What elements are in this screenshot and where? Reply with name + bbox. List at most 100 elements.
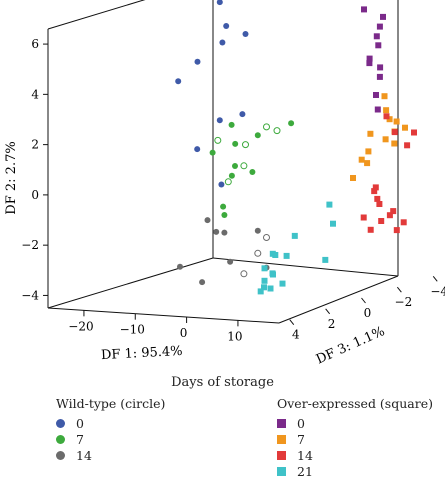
data-point-square — [358, 156, 365, 163]
y-tick-label: −2 — [21, 238, 39, 252]
legend-entry: 7 — [56, 431, 165, 447]
tick-mark — [396, 286, 402, 293]
data-point-open-circle — [242, 141, 249, 149]
data-point-square — [257, 288, 264, 295]
data-point-square — [400, 219, 407, 226]
data-point-circle — [228, 121, 235, 128]
data-point-open-circle — [263, 234, 270, 241]
data-point-square — [383, 113, 390, 120]
data-point-circle — [177, 263, 183, 270]
data-point-circle — [221, 229, 228, 236]
data-point-square — [393, 227, 400, 234]
data-point-square — [283, 252, 290, 259]
data-point-square — [261, 284, 267, 291]
data-point-square — [261, 265, 268, 272]
legend-group-title: Wild-type (circle) — [56, 396, 166, 411]
data-point-square — [411, 129, 417, 136]
data-point-circle — [219, 39, 226, 46]
x-tick-label: 10 — [227, 329, 242, 343]
data-point-square — [261, 277, 268, 284]
data-point-square — [377, 64, 384, 71]
data-point-square — [365, 148, 372, 155]
data-point-open-circle — [240, 162, 248, 170]
data-point-circle — [194, 146, 201, 153]
z-tick-label: −4 — [430, 284, 445, 298]
square-marker-icon — [277, 466, 286, 476]
y-tick-label: −4 — [21, 288, 39, 302]
data-point-square — [404, 142, 411, 149]
data-point-square — [376, 73, 383, 80]
data-point-circle — [232, 163, 238, 169]
data-point-circle — [209, 149, 216, 156]
data-point-circle — [254, 227, 261, 234]
data-point-square — [391, 140, 398, 147]
data-point-square — [372, 184, 379, 191]
circle-marker-icon — [56, 434, 65, 444]
data-point-square — [381, 93, 388, 100]
legend-entry: 0 — [277, 415, 433, 431]
square-marker-icon — [277, 450, 286, 460]
data-point-open-circle — [240, 270, 248, 278]
data-point-circle — [228, 172, 235, 179]
y-tick-label: 6 — [31, 37, 39, 51]
data-point-square — [366, 60, 373, 67]
x-axis-label: DF 1: 95.4% — [101, 344, 183, 363]
data-point-circle — [199, 279, 206, 286]
data-point-square — [386, 212, 393, 219]
data-point-circle — [242, 31, 249, 37]
legend-entry-label: 0 — [297, 415, 305, 431]
data-point-circle — [254, 132, 261, 139]
square-marker-icon — [277, 434, 286, 444]
x-tick-label: 0 — [180, 326, 188, 340]
data-point-circle — [232, 140, 239, 147]
x-tick-label: −10 — [120, 323, 145, 337]
data-point-square — [291, 232, 298, 239]
frame-edge — [212, 257, 399, 277]
data-point-circle — [213, 228, 220, 235]
legend-title: Days of storage — [171, 375, 274, 390]
data-point-open-circle — [254, 249, 262, 257]
frame-edge — [47, 0, 146, 30]
circle-marker-icon — [56, 450, 65, 460]
data-point-circle — [216, 0, 223, 6]
frame-edge — [47, 257, 214, 309]
data-point-square — [367, 226, 374, 233]
data-point-circle — [223, 23, 230, 29]
x-tick-label: −20 — [68, 319, 93, 333]
z-axis-label: DF 3: 1.1% — [314, 324, 387, 368]
square-marker-icon — [277, 418, 286, 428]
legend-entry-label: 21 — [297, 463, 313, 479]
tick-mark — [432, 275, 438, 282]
data-point-square — [279, 280, 286, 287]
legend-entry: 14 — [277, 447, 433, 463]
legend-entry: 7 — [277, 431, 433, 447]
legend-group-title: Over-expressed (square) — [277, 396, 433, 411]
data-point-square — [386, 116, 393, 123]
data-point-square — [366, 55, 373, 62]
data-point-open-circle — [263, 123, 270, 131]
data-point-square — [391, 129, 398, 136]
data-point-square — [360, 214, 367, 221]
data-point-square — [350, 175, 356, 181]
data-point-square — [367, 130, 374, 137]
data-point-square — [382, 136, 389, 143]
y-tick-label: 4 — [31, 87, 39, 101]
data-point-square — [371, 188, 378, 195]
data-point-square — [373, 33, 380, 40]
data-point-square — [390, 208, 397, 215]
legend-entry: 14 — [56, 447, 165, 463]
tick-mark — [325, 308, 331, 315]
circle-marker-icon — [56, 418, 65, 428]
y-tick-label: 0 — [31, 188, 39, 202]
legend-entry-label: 14 — [297, 447, 313, 463]
data-point-square — [380, 13, 386, 20]
data-point-square — [326, 201, 333, 208]
legend-entry-label: 7 — [76, 431, 84, 447]
data-point-circle — [249, 169, 256, 175]
tick-mark — [361, 297, 366, 304]
legend-entry-label: 14 — [76, 447, 92, 463]
data-point-square — [269, 270, 276, 277]
y-tick-label: 2 — [31, 138, 39, 152]
z-tick-label: 4 — [292, 328, 300, 342]
